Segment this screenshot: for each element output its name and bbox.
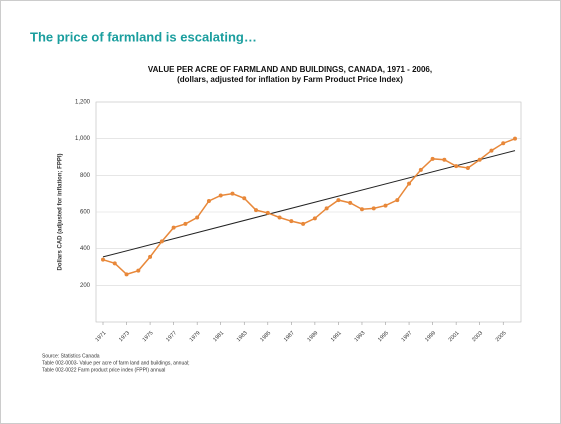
data-point (383, 203, 388, 208)
y-tick-label: 200 (80, 283, 91, 289)
data-point (407, 181, 412, 186)
data-point (359, 207, 364, 212)
data-point (489, 148, 494, 153)
data-point (124, 272, 129, 277)
y-tick-label: 800 (80, 173, 91, 179)
trend-line (102, 150, 516, 258)
data-point (477, 157, 482, 162)
data-point (195, 215, 200, 220)
data-point (348, 200, 353, 205)
data-point (501, 141, 506, 146)
data-point (171, 225, 176, 230)
data-point (418, 167, 423, 172)
data-point (112, 261, 117, 266)
data-point (136, 268, 141, 273)
data-point (101, 257, 105, 262)
data-point (454, 164, 459, 169)
data-line (102, 137, 516, 276)
data-point (395, 198, 400, 203)
data-point (430, 156, 435, 161)
data-point (218, 193, 223, 198)
heading: The price of farmland is escalating… (30, 29, 257, 44)
data-point (324, 206, 329, 211)
data-point (254, 208, 259, 213)
source-line: Source: Statistics Canada (42, 353, 100, 359)
chart-subtitle: (dollars, adjusted for inflation by Farm… (177, 75, 403, 84)
y-axis-label: Dollars CAD (adjusted for inflation; FPP… (58, 153, 64, 270)
data-point (513, 136, 517, 141)
data-point (230, 191, 235, 196)
data-point (277, 215, 282, 220)
data-point (312, 216, 317, 221)
data-point (183, 221, 188, 226)
data-point (148, 254, 153, 259)
data-point (206, 199, 211, 203)
data-point (336, 198, 341, 203)
source-line: Table 002-0003- Value per acre of farm l… (42, 360, 190, 366)
data-point (442, 157, 447, 162)
data-point (159, 239, 164, 244)
data-point (289, 219, 294, 224)
data-point (242, 196, 247, 201)
y-tick-label: 1,000 (75, 136, 91, 142)
y-tick-label: 600 (80, 210, 91, 216)
data-point (465, 166, 470, 170)
data-point (371, 206, 376, 211)
y-tick-label: 400 (80, 246, 91, 252)
chart-title: VALUE PER ACRE OF FARMLAND AND BUILDINGS… (148, 65, 432, 74)
source-line: Table 002-0022 Farm product price index … (42, 367, 165, 373)
y-tick-label: 1,200 (75, 100, 91, 106)
data-point (265, 210, 270, 215)
data-point (301, 221, 306, 226)
